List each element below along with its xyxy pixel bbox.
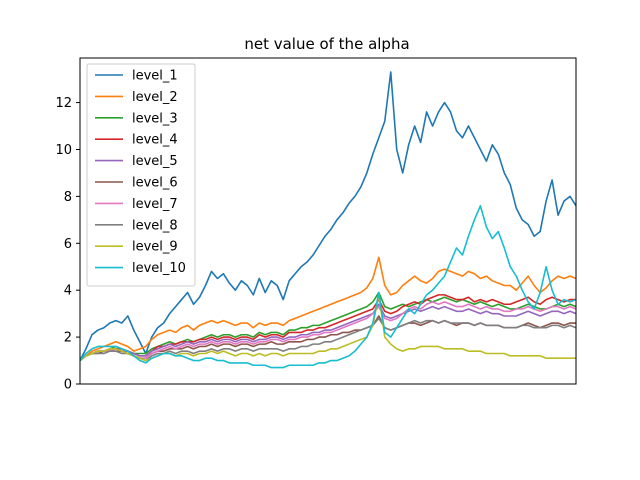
series-line-level_3 <box>79 291 577 362</box>
legend-label-level_9: level_9 <box>132 240 178 255</box>
y-tick-label: 0 <box>64 378 72 393</box>
series-line-level_7 <box>79 301 577 362</box>
legend-label-level_7: level_7 <box>132 197 178 212</box>
y-tick-label: 10 <box>55 143 72 158</box>
legend-label-level_4: level_4 <box>132 133 178 148</box>
legend-label-level_2: level_2 <box>132 90 178 105</box>
y-tick-label: 12 <box>55 96 72 111</box>
legend-label-level_6: level_6 <box>132 176 178 191</box>
legend-box <box>86 63 196 287</box>
legend-label-level_3: level_3 <box>132 111 178 126</box>
series-line-level_1 <box>79 71 577 361</box>
plot-frame <box>79 57 577 385</box>
legend-label-level_10: level_10 <box>132 261 186 276</box>
legend-label-level_8: level_8 <box>132 218 178 233</box>
y-axis: 0 2 4 6 8 10 12 <box>55 96 80 393</box>
legend-label-level_5: level_5 <box>132 154 178 169</box>
y-tick-label: 8 <box>64 190 72 205</box>
series-line-level_2 <box>79 256 577 362</box>
series-line-level_5 <box>79 303 577 362</box>
series-lines <box>79 71 577 369</box>
series-line-level_10 <box>79 204 577 369</box>
y-tick-label: 4 <box>64 284 72 299</box>
legend-label-level_1: level_1 <box>132 69 178 84</box>
y-tick-label: 6 <box>64 237 72 252</box>
y-tick-label: 2 <box>64 331 72 346</box>
legend: level_1 level_2 level_3 level_4 level_5level… <box>86 63 196 287</box>
chart-title: net value of the alpha <box>244 35 409 53</box>
